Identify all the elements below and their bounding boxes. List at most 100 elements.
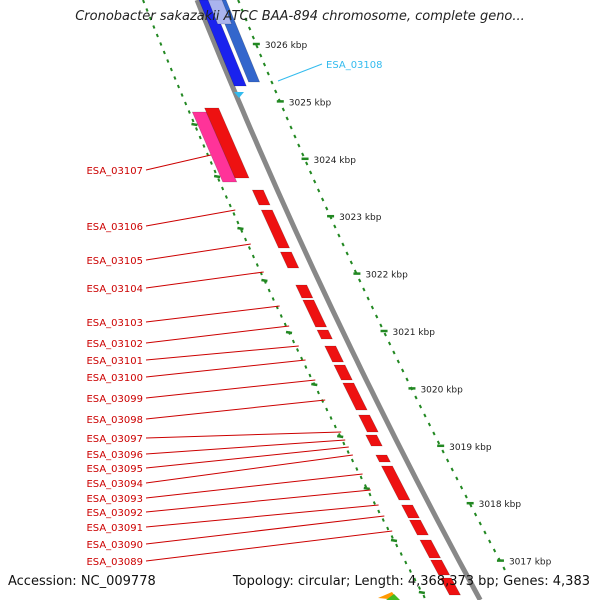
ring-dot bbox=[359, 475, 363, 480]
ring-dot bbox=[329, 416, 333, 420]
leader-line bbox=[145, 305, 280, 323]
ring-tick bbox=[213, 174, 221, 179]
tick-dot bbox=[450, 467, 454, 472]
tick-dot bbox=[366, 296, 370, 301]
tick-dot bbox=[293, 134, 297, 139]
inner-dotted-ring bbox=[142, 0, 426, 599]
ring-dot bbox=[283, 322, 287, 327]
ring-dot bbox=[372, 501, 376, 505]
minus-gene bbox=[386, 594, 400, 600]
tick-dot bbox=[309, 170, 313, 175]
tick-dot bbox=[445, 458, 450, 463]
gene-label-minus: ESA_03106 bbox=[86, 222, 143, 233]
ring-dot bbox=[255, 263, 259, 267]
tick-label: 3018 kbp bbox=[479, 500, 522, 510]
ring-dot bbox=[346, 450, 350, 454]
ring-dot bbox=[304, 365, 308, 369]
ring-dot bbox=[364, 484, 368, 488]
tick-dot bbox=[396, 359, 400, 364]
minus-gene bbox=[365, 434, 383, 447]
tick-dot bbox=[270, 80, 274, 85]
tick-dot bbox=[325, 206, 329, 211]
tick-dot bbox=[370, 305, 375, 310]
minus-gene bbox=[401, 504, 420, 519]
tick-label: 3022 kbp bbox=[365, 271, 408, 281]
tick-dot bbox=[423, 413, 427, 418]
tick-dot bbox=[337, 233, 341, 238]
ring-dot bbox=[291, 339, 296, 344]
tick-dot bbox=[473, 512, 478, 517]
tick-dot bbox=[502, 566, 506, 571]
ring-dot bbox=[355, 467, 359, 471]
gene-label-minus: ESA_03093 bbox=[86, 494, 143, 505]
ring-dot bbox=[377, 509, 381, 514]
gene-label-minus: ESA_03089 bbox=[86, 557, 143, 568]
ring-dot bbox=[316, 390, 320, 395]
tick-dot bbox=[274, 89, 278, 94]
leader-line bbox=[145, 515, 385, 545]
leader-line bbox=[145, 504, 379, 528]
ring-dot bbox=[417, 586, 422, 590]
leader-line bbox=[145, 359, 306, 378]
ring-dot bbox=[368, 492, 372, 497]
tick-dot bbox=[469, 503, 473, 508]
tick-dot bbox=[436, 440, 441, 445]
gene-label-minus: ESA_03099 bbox=[86, 394, 143, 405]
tick-dot bbox=[358, 278, 362, 283]
ring-dot bbox=[325, 407, 329, 412]
minus-gene bbox=[358, 414, 379, 433]
tick-dot bbox=[255, 44, 259, 49]
ring-tick bbox=[285, 330, 293, 335]
leader-line bbox=[145, 379, 316, 399]
tick-dot bbox=[401, 368, 405, 373]
ring-dot bbox=[251, 254, 255, 259]
ring-dot bbox=[142, 0, 146, 4]
ring-dot bbox=[300, 356, 304, 361]
leader-line bbox=[145, 271, 264, 289]
ring-tick bbox=[337, 434, 344, 439]
tick-dot bbox=[349, 260, 353, 265]
ring-dot bbox=[191, 118, 195, 123]
tick-dot bbox=[379, 323, 383, 328]
ring-dot bbox=[422, 594, 426, 599]
ring-dot bbox=[408, 569, 412, 573]
ring-dot bbox=[209, 161, 213, 165]
leader-line bbox=[145, 154, 211, 171]
tick-dot bbox=[432, 431, 436, 436]
tick-dot bbox=[383, 332, 387, 337]
minus-gene bbox=[279, 251, 300, 269]
gene-label-minus: ESA_03107 bbox=[86, 166, 143, 177]
ring-dot bbox=[247, 246, 252, 250]
page-title: Cronobacter sakazakii ATCC BAA-894 chrom… bbox=[75, 9, 525, 24]
ring-dot bbox=[350, 458, 355, 463]
minus-gene bbox=[302, 299, 328, 328]
gene-label-minus: ESA_03094 bbox=[86, 479, 143, 490]
tick-dot bbox=[427, 422, 432, 427]
ring-dot bbox=[202, 144, 206, 148]
minus-gene bbox=[333, 364, 353, 381]
tick-dot bbox=[301, 152, 305, 157]
chromosome-backbone bbox=[194, 0, 483, 600]
tick-label: 3026 kbp bbox=[265, 41, 308, 51]
tick-track: 3026 kbp 3025 kbp 3024 kbp 3023 kbp 3022 kbp… bbox=[237, 0, 552, 571]
plus-strand-genes bbox=[198, 0, 261, 98]
ring-dot bbox=[386, 526, 390, 531]
tick-dot bbox=[418, 404, 423, 409]
gene-label-minus: ESA_03101 bbox=[86, 356, 143, 367]
minus-gene bbox=[295, 284, 314, 299]
ring-tick bbox=[191, 122, 198, 127]
leader-line bbox=[145, 209, 236, 227]
tick-dot bbox=[312, 179, 317, 184]
tick-dot bbox=[321, 197, 325, 202]
tick-dot bbox=[341, 242, 345, 247]
ring-dot bbox=[166, 59, 170, 63]
tick-dot bbox=[316, 188, 321, 193]
tick-dot bbox=[345, 251, 349, 256]
minus-gene bbox=[342, 382, 368, 411]
gene-label-minus: ESA_03096 bbox=[86, 450, 143, 461]
tick-dot bbox=[244, 17, 248, 22]
tick-dot bbox=[414, 395, 418, 400]
leader-line bbox=[145, 489, 371, 513]
ring-dot bbox=[145, 8, 149, 12]
